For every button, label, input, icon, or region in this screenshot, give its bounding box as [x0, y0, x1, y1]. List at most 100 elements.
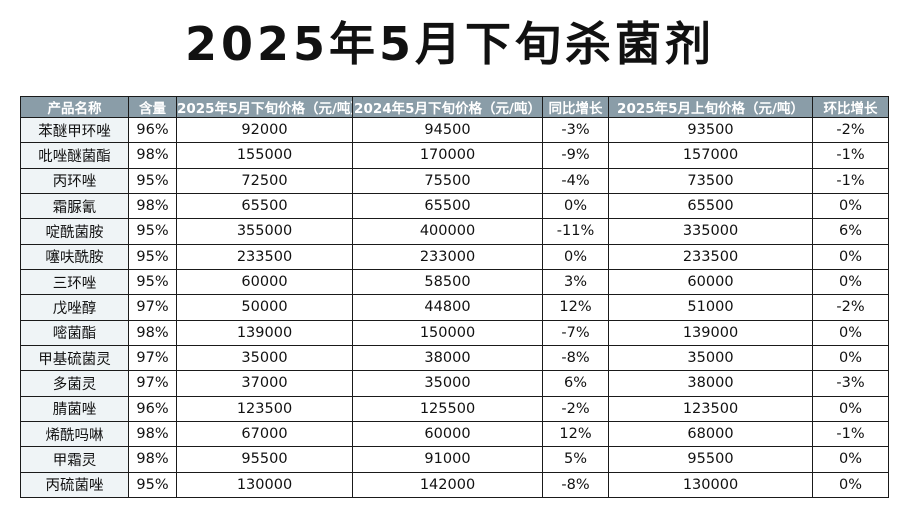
table-header-row: 产品名称 含量 2025年5月下旬价格（元/吨） 2024年5月下旬价格（元/吨） 同比…: [20, 96, 889, 118]
yoy-growth-cell: 12%: [542, 294, 609, 321]
table-row: 丙环唑 95% 72500 75500 -4% 73500 -1%: [20, 167, 889, 194]
table-row: 烯酰吗啉 98% 67000 60000 12% 68000 -1%: [20, 420, 889, 448]
price-2025-late-may-cell: 67000: [176, 420, 353, 448]
header-yoy-growth: 同比增长: [542, 96, 609, 118]
price-2024-late-may-cell: 170000: [352, 142, 543, 169]
product-name-cell: 戊唑醇: [20, 294, 129, 321]
yoy-growth-cell: 6%: [542, 370, 609, 397]
table-row: 嘧菌酯 98% 139000 150000 -7% 139000 0%: [20, 319, 889, 346]
price-2024-late-may-cell: 60000: [352, 420, 543, 448]
content-cell: 95%: [128, 218, 177, 245]
price-2025-late-may-cell: 92000: [176, 116, 353, 144]
price-2025-early-may-cell: 157000: [608, 142, 813, 169]
header-price-2025-early-may: 2025年5月上旬价格（元/吨）: [608, 96, 813, 118]
price-2025-early-may-cell: 95500: [608, 446, 813, 473]
price-2025-early-may-cell: 335000: [608, 218, 813, 245]
content-cell: 95%: [128, 268, 177, 296]
content-cell: 95%: [128, 471, 177, 499]
table-row: 多菌灵 97% 37000 35000 6% 38000 -3%: [20, 370, 889, 397]
price-2025-early-may-cell: 73500: [608, 167, 813, 194]
table-row: 戊唑醇 97% 50000 44800 12% 51000 -2%: [20, 294, 889, 321]
price-2025-early-may-cell: 68000: [608, 420, 813, 448]
price-2024-late-may-cell: 44800: [352, 294, 543, 321]
header-price-2024-late-may: 2024年5月下旬价格（元/吨）: [352, 96, 543, 118]
table-row: 甲基硫菌灵 97% 35000 38000 -8% 35000 0%: [20, 344, 889, 372]
price-2025-late-may-cell: 355000: [176, 218, 353, 245]
mom-growth-cell: 0%: [812, 395, 889, 422]
price-2024-late-may-cell: 233000: [352, 243, 543, 270]
price-2025-late-may-cell: 155000: [176, 142, 353, 169]
mom-growth-cell: 6%: [812, 218, 889, 245]
price-2025-late-may-cell: 123500: [176, 395, 353, 422]
content-cell: 98%: [128, 142, 177, 169]
content-cell: 96%: [128, 116, 177, 144]
header-product-name: 产品名称: [20, 96, 129, 118]
yoy-growth-cell: 12%: [542, 420, 609, 448]
content-cell: 95%: [128, 167, 177, 194]
yoy-growth-cell: -9%: [542, 142, 609, 169]
price-2025-late-may-cell: 65500: [176, 192, 353, 220]
content-cell: 98%: [128, 446, 177, 473]
mom-growth-cell: 0%: [812, 471, 889, 499]
price-2025-late-may-cell: 35000: [176, 344, 353, 372]
price-2025-late-may-cell: 95500: [176, 446, 353, 473]
product-name-cell: 甲基硫菌灵: [20, 344, 129, 372]
price-2025-early-may-cell: 139000: [608, 319, 813, 346]
product-name-cell: 吡唑醚菌酯: [20, 142, 129, 169]
price-2025-early-may-cell: 233500: [608, 243, 813, 270]
table-row: 腈菌唑 96% 123500 125500 -2% 123500 0%: [20, 395, 889, 422]
mom-growth-cell: 0%: [812, 268, 889, 296]
content-cell: 96%: [128, 395, 177, 422]
price-2025-early-may-cell: 93500: [608, 116, 813, 144]
price-2024-late-may-cell: 38000: [352, 344, 543, 372]
table-row: 丙硫菌唑 95% 130000 142000 -8% 130000 0%: [20, 471, 889, 499]
price-2025-late-may-cell: 72500: [176, 167, 353, 194]
price-2024-late-may-cell: 142000: [352, 471, 543, 499]
yoy-growth-cell: -11%: [542, 218, 609, 245]
price-2025-early-may-cell: 123500: [608, 395, 813, 422]
price-2025-late-may-cell: 37000: [176, 370, 353, 397]
yoy-growth-cell: -8%: [542, 471, 609, 499]
product-name-cell: 丙环唑: [20, 167, 129, 194]
product-name-cell: 甲霜灵: [20, 446, 129, 473]
price-2024-late-may-cell: 125500: [352, 395, 543, 422]
price-2024-late-may-cell: 150000: [352, 319, 543, 346]
header-content: 含量: [128, 96, 177, 118]
table-body: 苯醚甲环唑 96% 92000 94500 -3% 93500 -2% 吡唑醚菌酯 98% 155…: [20, 116, 889, 499]
yoy-growth-cell: 3%: [542, 268, 609, 296]
price-2024-late-may-cell: 35000: [352, 370, 543, 397]
yoy-growth-cell: 5%: [542, 446, 609, 473]
price-2024-late-may-cell: 91000: [352, 446, 543, 473]
mom-growth-cell: 0%: [812, 319, 889, 346]
price-2025-late-may-cell: 50000: [176, 294, 353, 321]
yoy-growth-cell: 0%: [542, 192, 609, 220]
mom-growth-cell: -2%: [812, 294, 889, 321]
content-cell: 97%: [128, 370, 177, 397]
product-name-cell: 多菌灵: [20, 370, 129, 397]
price-2025-early-may-cell: 65500: [608, 192, 813, 220]
content-cell: 98%: [128, 192, 177, 220]
product-name-cell: 三环唑: [20, 268, 129, 296]
mom-growth-cell: -1%: [812, 420, 889, 448]
price-2025-late-may-cell: 233500: [176, 243, 353, 270]
table-row: 啶酰菌胺 95% 355000 400000 -11% 335000 6%: [20, 218, 889, 245]
mom-growth-cell: 0%: [812, 446, 889, 473]
price-2024-late-may-cell: 75500: [352, 167, 543, 194]
yoy-growth-cell: -8%: [542, 344, 609, 372]
content-cell: 98%: [128, 319, 177, 346]
price-2024-late-may-cell: 65500: [352, 192, 543, 220]
content-cell: 98%: [128, 420, 177, 448]
product-name-cell: 嘧菌酯: [20, 319, 129, 346]
product-name-cell: 腈菌唑: [20, 395, 129, 422]
price-2025-early-may-cell: 38000: [608, 370, 813, 397]
header-mom-growth: 环比增长: [812, 96, 889, 118]
product-name-cell: 霜脲氰: [20, 192, 129, 220]
header-price-2025-late-may: 2025年5月下旬价格（元/吨）: [176, 96, 353, 118]
content-cell: 97%: [128, 294, 177, 321]
price-2025-early-may-cell: 60000: [608, 268, 813, 296]
price-2024-late-may-cell: 58500: [352, 268, 543, 296]
mom-growth-cell: -3%: [812, 370, 889, 397]
table-row: 苯醚甲环唑 96% 92000 94500 -3% 93500 -2%: [20, 116, 889, 144]
table-row: 霜脲氰 98% 65500 65500 0% 65500 0%: [20, 192, 889, 220]
price-2025-early-may-cell: 35000: [608, 344, 813, 372]
